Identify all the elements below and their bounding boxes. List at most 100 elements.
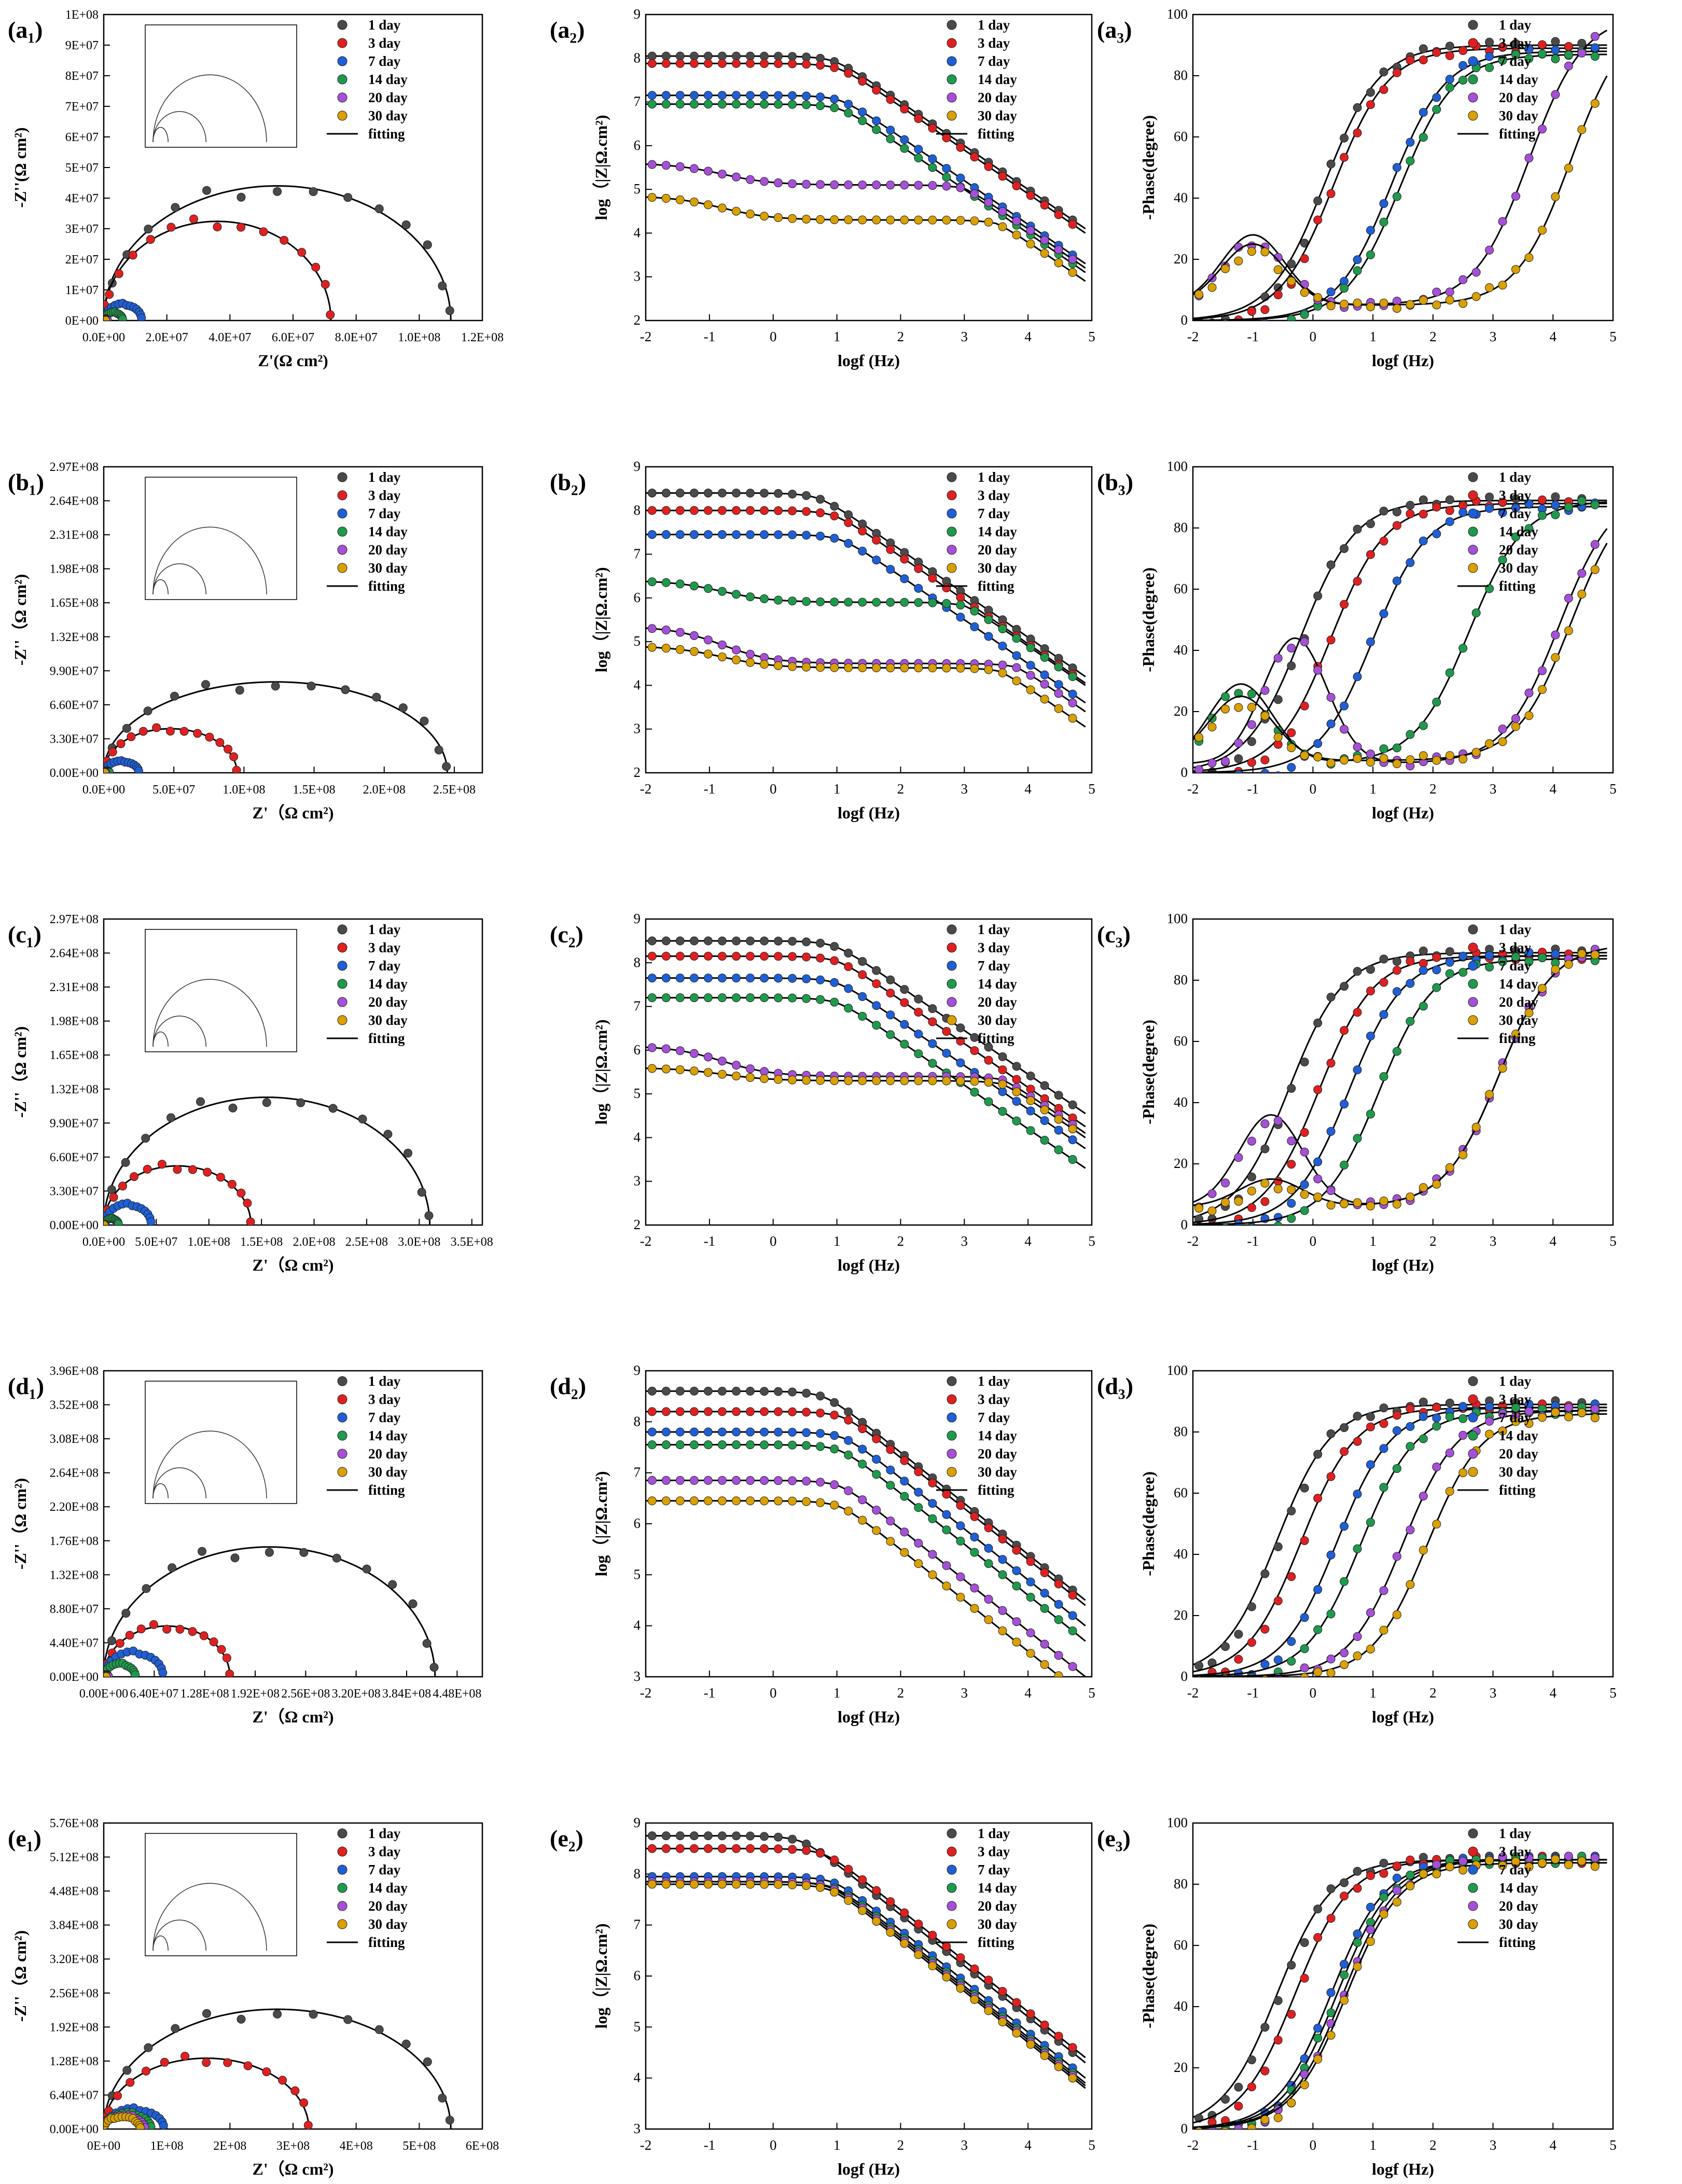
data-point xyxy=(1260,711,1270,720)
y-tick-label: 6.60E+07 xyxy=(50,1151,99,1164)
data-point xyxy=(165,727,175,736)
data-point xyxy=(1247,2123,1256,2129)
data-point xyxy=(1194,733,1204,742)
data-point xyxy=(675,1386,685,1396)
data-point xyxy=(956,1023,965,1033)
y-tick-label: 6.60E+07 xyxy=(50,699,99,712)
y-tick-label: 40 xyxy=(1174,642,1188,658)
data-point xyxy=(1590,500,1600,509)
series-3-day xyxy=(104,723,241,773)
data-point xyxy=(661,1427,671,1437)
data-point xyxy=(1406,156,1415,165)
data-point xyxy=(1247,689,1256,699)
fitting-line xyxy=(1193,542,1608,761)
data-point xyxy=(222,1653,231,1663)
data-point xyxy=(328,1104,338,1113)
data-point xyxy=(970,1077,979,1086)
data-point xyxy=(1366,100,1375,109)
data-point xyxy=(1287,259,1296,269)
y-tick-label: 2.97E+08 xyxy=(50,913,99,926)
legend-label: 1 day xyxy=(1499,469,1532,485)
legend-label: 7 day xyxy=(1499,1862,1532,1877)
data-point xyxy=(1419,296,1428,305)
data-point xyxy=(1498,55,1507,65)
data-point xyxy=(362,1564,371,1574)
data-point xyxy=(1040,2020,1049,2029)
data-point xyxy=(1326,1668,1336,1677)
data-point xyxy=(1234,2131,1243,2139)
legend-marker xyxy=(337,56,347,66)
y-tick-label: 2 xyxy=(634,1217,641,1232)
legend-marker xyxy=(337,1846,347,1857)
data-point xyxy=(1340,1660,1349,1670)
data-point xyxy=(858,957,867,966)
data-point xyxy=(225,1670,234,1677)
data-point xyxy=(1445,1163,1454,1172)
data-point xyxy=(1260,305,1270,314)
data-point xyxy=(1353,1884,1362,1893)
x-tick-label: 2.5E+08 xyxy=(433,783,476,797)
data-point xyxy=(732,51,741,61)
data-point xyxy=(1471,268,1481,277)
data-point xyxy=(1260,247,1270,257)
data-point xyxy=(1458,644,1468,653)
legend-marker xyxy=(947,1467,957,1477)
data-point xyxy=(1577,125,1587,134)
data-point xyxy=(788,59,797,68)
data-point xyxy=(1340,284,1349,293)
data-point xyxy=(401,220,411,229)
data-point xyxy=(984,217,993,227)
series-14-day xyxy=(646,1440,1086,1642)
data-point xyxy=(127,732,136,741)
x-axis-label: logf (Hz) xyxy=(838,2160,900,2178)
data-point xyxy=(732,100,741,109)
data-point xyxy=(872,1001,881,1010)
x-tick-label: 2 xyxy=(1429,1233,1437,1249)
data-point xyxy=(1234,1229,1243,1237)
data-point xyxy=(1260,1660,1270,1669)
data-point xyxy=(202,186,211,195)
data-point xyxy=(760,1427,769,1437)
data-point xyxy=(886,1445,895,1454)
data-point xyxy=(858,970,867,979)
series-7-day xyxy=(1193,1399,1607,1677)
y-tick-label: 2.20E+08 xyxy=(50,1500,99,1514)
legend-marker xyxy=(1468,961,1478,971)
series-3-day xyxy=(104,1160,255,1225)
data-point xyxy=(1458,76,1468,85)
data-point xyxy=(1012,663,1021,672)
data-point xyxy=(1026,1577,1035,1587)
legend-marker xyxy=(947,1883,957,1893)
data-point xyxy=(1026,1593,1035,1602)
data-point xyxy=(1458,968,1468,977)
x-tick-label: -2 xyxy=(640,329,652,344)
data-point xyxy=(1234,1684,1243,1692)
legend-label: fitting xyxy=(978,578,1014,594)
data-point xyxy=(844,1865,853,1874)
data-point xyxy=(1577,48,1587,58)
data-point xyxy=(774,937,783,945)
data-point xyxy=(1197,1676,1201,1677)
data-point xyxy=(1247,307,1256,316)
data-point xyxy=(703,59,713,68)
data-point xyxy=(703,1831,713,1841)
data-point xyxy=(1234,703,1243,712)
y-tick-label: 8 xyxy=(634,1413,641,1429)
data-point xyxy=(647,1386,657,1396)
legend-marker xyxy=(947,1430,957,1441)
x-tick-label: 5E+08 xyxy=(402,2139,436,2153)
plot-frame xyxy=(1192,466,1614,774)
data-point xyxy=(1026,1628,1035,1637)
data-point xyxy=(1379,85,1388,94)
data-point xyxy=(732,952,741,961)
y-tick-label: 9 xyxy=(634,458,641,474)
data-point xyxy=(1366,1460,1375,1469)
data-point xyxy=(273,2009,282,2019)
data-point xyxy=(1498,725,1507,734)
data-point xyxy=(1445,1862,1454,1871)
data-point xyxy=(1261,1678,1269,1687)
x-tick-label: 4 xyxy=(1550,1233,1557,1249)
legend-label: 1 day xyxy=(978,17,1010,33)
data-point xyxy=(703,1386,713,1396)
data-point xyxy=(914,1503,923,1512)
